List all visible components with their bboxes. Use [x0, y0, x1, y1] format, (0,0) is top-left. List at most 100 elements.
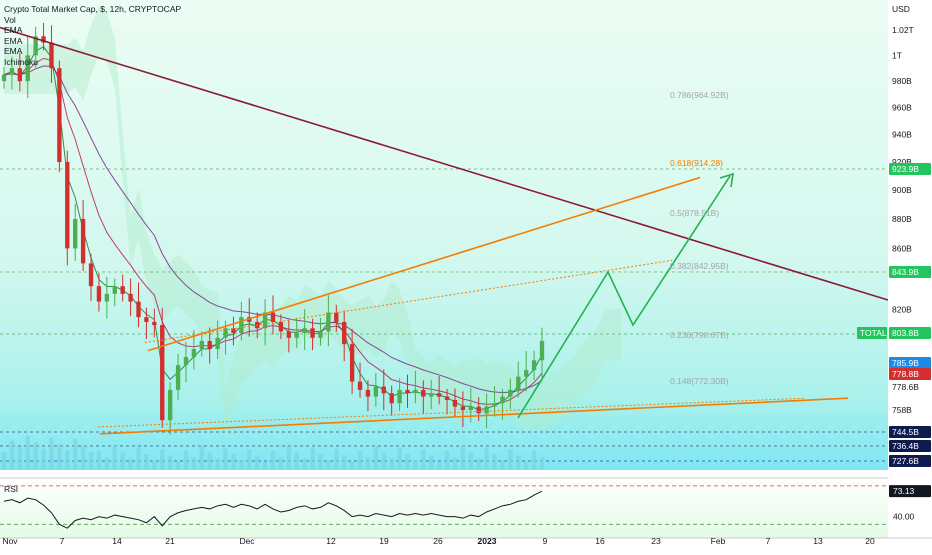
candle[interactable]: [144, 317, 149, 322]
volume-bar: [539, 457, 545, 470]
candle[interactable]: [128, 293, 133, 302]
candle[interactable]: [41, 36, 46, 43]
candle[interactable]: [223, 328, 228, 338]
candle[interactable]: [286, 331, 291, 338]
candle[interactable]: [429, 393, 434, 397]
candle[interactable]: [381, 386, 386, 394]
candle[interactable]: [492, 403, 497, 407]
indicator-ema-2[interactable]: EMA: [4, 35, 23, 46]
candle[interactable]: [397, 389, 402, 404]
candle[interactable]: [373, 386, 379, 397]
candle[interactable]: [310, 328, 315, 338]
candle[interactable]: [318, 331, 323, 338]
candle[interactable]: [215, 337, 220, 349]
candle[interactable]: [302, 328, 307, 333]
candle[interactable]: [112, 286, 117, 294]
volume-bar: [365, 457, 371, 470]
candle[interactable]: [65, 162, 70, 249]
candle[interactable]: [452, 399, 458, 407]
candle[interactable]: [539, 340, 545, 361]
candle[interactable]: [444, 396, 450, 400]
candle[interactable]: [436, 393, 442, 397]
descending-trendline[interactable]: [0, 26, 889, 301]
candle[interactable]: [136, 301, 141, 318]
candle[interactable]: [342, 321, 347, 345]
price-tag-label: 736.4B: [892, 441, 919, 451]
candle[interactable]: [1, 74, 7, 82]
candle[interactable]: [9, 68, 15, 75]
candle[interactable]: [80, 218, 86, 264]
candle[interactable]: [49, 42, 54, 69]
indicator-ichimoku[interactable]: Ichimoku: [4, 56, 39, 67]
symbol-title: Crypto Total Market Cap, $, 12h, CRYPTOC…: [4, 4, 182, 14]
volume-bar: [468, 452, 473, 470]
indicator-ema-3[interactable]: EMA: [4, 46, 23, 56]
candle[interactable]: [231, 328, 236, 333]
rsi-level-label: 40.00: [893, 512, 915, 522]
candle[interactable]: [73, 218, 78, 249]
candle[interactable]: [484, 406, 489, 414]
candle[interactable]: [33, 36, 38, 56]
candle[interactable]: [334, 312, 339, 322]
price-tag-label: 843.9B: [892, 267, 919, 277]
candle[interactable]: [500, 396, 505, 404]
candle[interactable]: [160, 325, 165, 421]
candle[interactable]: [152, 321, 157, 326]
candle[interactable]: [294, 332, 299, 338]
candle[interactable]: [516, 376, 521, 390]
candle[interactable]: [239, 317, 244, 333]
candle[interactable]: [326, 312, 331, 332]
candle[interactable]: [421, 389, 426, 397]
channel-lower-dotted-line[interactable]: [97, 397, 806, 428]
candle[interactable]: [199, 340, 204, 349]
volume-bar: [436, 462, 442, 470]
candle[interactable]: [270, 312, 276, 322]
candle[interactable]: [104, 293, 110, 302]
volume-bar: [349, 462, 355, 470]
price-tick-label: 880B: [892, 214, 912, 224]
candle[interactable]: [120, 286, 125, 294]
candle[interactable]: [389, 393, 394, 404]
candle[interactable]: [524, 370, 529, 377]
candle[interactable]: [96, 286, 102, 302]
candle[interactable]: [468, 406, 473, 410]
candle[interactable]: [349, 344, 355, 382]
candle[interactable]: [476, 406, 481, 414]
indicator-vol[interactable]: Vol: [4, 14, 16, 25]
volume-bar: [25, 436, 30, 470]
candle[interactable]: [405, 389, 410, 394]
candle[interactable]: [278, 321, 284, 332]
candle[interactable]: [191, 348, 197, 358]
candle[interactable]: [57, 68, 62, 163]
indicator-ema-1[interactable]: EMA: [4, 25, 23, 35]
candle[interactable]: [17, 68, 22, 82]
volume-bar: [175, 462, 181, 470]
candle[interactable]: [88, 263, 94, 287]
candle[interactable]: [365, 389, 371, 397]
candle[interactable]: [167, 389, 173, 421]
candle[interactable]: [175, 365, 181, 390]
candle[interactable]: [25, 55, 30, 82]
candle[interactable]: [207, 340, 212, 349]
volume-bar: [318, 454, 323, 470]
candle[interactable]: [262, 312, 268, 329]
volume-bar: [452, 457, 458, 470]
volume-bar: [508, 449, 513, 470]
time-tick-label: 13: [813, 536, 823, 546]
candle[interactable]: [357, 381, 363, 390]
price-tag-label: 727.6B: [892, 456, 919, 466]
volume-bar: [405, 454, 410, 470]
channel-upper-line[interactable]: [147, 176, 701, 352]
channel-lower-line[interactable]: [99, 397, 849, 435]
projection-path[interactable]: [517, 175, 731, 419]
candle[interactable]: [508, 389, 513, 397]
candle[interactable]: [413, 389, 418, 394]
candle[interactable]: [183, 357, 189, 366]
candle[interactable]: [531, 360, 537, 371]
rsi-label: RSI: [4, 484, 18, 494]
candle[interactable]: [460, 406, 466, 410]
channel-upper-dotted-line[interactable]: [144, 259, 673, 344]
volume-bar: [144, 454, 149, 470]
